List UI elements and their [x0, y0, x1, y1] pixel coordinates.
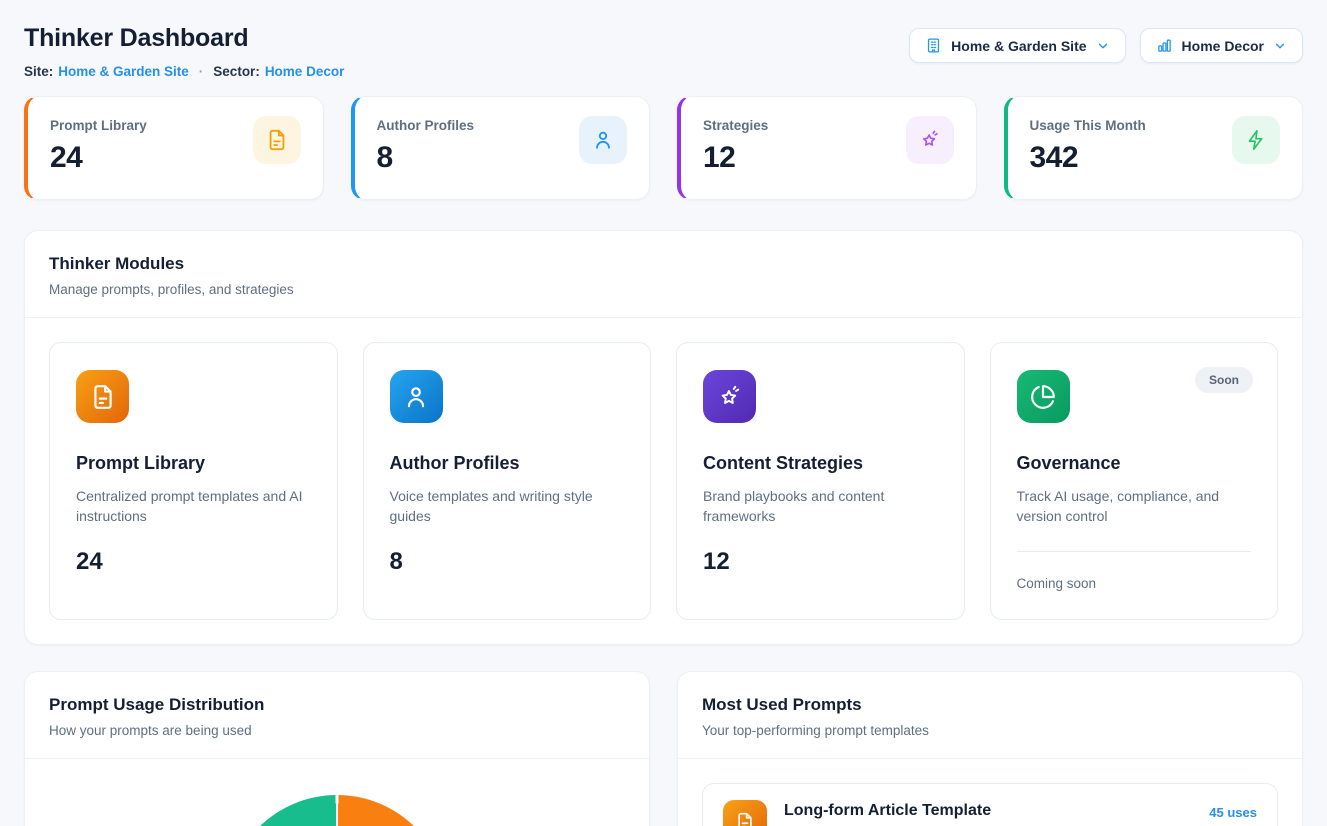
- soon-badge: Soon: [1195, 367, 1253, 393]
- site-selector-value: Home & Garden Site: [951, 37, 1087, 54]
- stat-card-prompt-library: Prompt Library 24: [24, 96, 324, 200]
- module-count: 24: [76, 547, 103, 575]
- document-icon: [76, 370, 129, 423]
- module-description: Track AI usage, compliance, and version …: [1016, 488, 1220, 525]
- modules-panel-header: Thinker Modules Manage prompts, profiles…: [25, 231, 1302, 318]
- module-title: Author Profiles: [389, 453, 520, 473]
- sparkle-star-icon: [703, 370, 756, 423]
- module-card-prompt-library[interactable]: Prompt Library Centralized prompt templa…: [49, 342, 338, 620]
- breadcrumb-separator: ·: [198, 64, 204, 79]
- prompts-panel-header: Most Used Prompts Your top-performing pr…: [678, 672, 1302, 759]
- user-icon: [579, 116, 627, 164]
- usage-distribution-panel: Prompt Usage Distribution How your promp…: [24, 670, 650, 826]
- breadcrumb: Site: Home & Garden Site · Sector: Home …: [24, 64, 344, 79]
- page-title: Thinker Dashboard: [24, 24, 249, 52]
- most-used-prompts-panel: Most Used Prompts Your top-performing pr…: [677, 670, 1303, 826]
- module-count: 12: [703, 547, 730, 575]
- module-count: 8: [389, 547, 403, 575]
- stat-value: 12: [703, 141, 736, 174]
- module-card-content-strategies[interactable]: Content Strategies Brand playbooks and c…: [676, 342, 965, 620]
- stat-label: Usage This Month: [1029, 118, 1146, 133]
- coming-soon-text: Coming soon: [1016, 575, 1097, 591]
- sector-label: Sector:: [213, 64, 260, 79]
- stat-value: 8: [376, 141, 394, 174]
- pie-chart-icon: [1016, 370, 1070, 423]
- module-description: Centralized prompt templates and AI inst…: [76, 488, 303, 525]
- stat-label: Author Profiles: [376, 118, 475, 133]
- site-link[interactable]: Home & Garden Site: [58, 64, 189, 79]
- usage-panel-subtitle: How your prompts are being used: [49, 722, 252, 738]
- module-description: Brand playbooks and content frameworks: [703, 488, 885, 525]
- stat-text: Usage This Month 342: [1030, 116, 1146, 175]
- donut-chart: 15%: [226, 794, 448, 826]
- stat-text: Author Profiles 8: [377, 116, 475, 175]
- bar-chart-icon: [1156, 37, 1173, 54]
- prompt-list-item[interactable]: Long-form Article Template Content Gener…: [702, 782, 1278, 826]
- donut-chart-area: 15%: [25, 759, 649, 826]
- module-title: Governance: [1016, 453, 1121, 473]
- module-card-author-profiles[interactable]: Author Profiles Voice templates and writ…: [362, 342, 651, 620]
- stat-card-strategies: Strategies 12: [677, 96, 977, 200]
- sector-link[interactable]: Home Decor: [264, 64, 345, 79]
- stat-card-author-profiles: Author Profiles 8: [350, 96, 650, 200]
- prompt-title: Long-form Article Template: [784, 801, 992, 819]
- stat-text: Strategies 12: [703, 116, 768, 175]
- sector-selector-value: Home Decor: [1181, 37, 1264, 54]
- prompt-info: Long-form Article Template Content Gener…: [784, 802, 1192, 826]
- document-icon: [723, 799, 767, 826]
- user-icon: [389, 370, 443, 423]
- chevron-down-icon: [1273, 39, 1287, 53]
- module-card-governance[interactable]: Soon Governance Track AI usage, complian…: [989, 342, 1278, 620]
- site-selector-dropdown[interactable]: Home & Garden Site: [909, 28, 1126, 63]
- module-divider: [1016, 550, 1251, 552]
- thinker-modules-panel: Thinker Modules Manage prompts, profiles…: [24, 230, 1303, 645]
- stats-row: Prompt Library 24 Author Profiles 8 Stra…: [24, 96, 1303, 200]
- lightning-bolt-icon: [1232, 116, 1280, 164]
- modules-grid: Prompt Library Centralized prompt templa…: [25, 318, 1302, 644]
- stat-label: Prompt Library: [50, 118, 147, 133]
- document-icon: [252, 116, 301, 164]
- stat-label: Strategies: [703, 118, 769, 133]
- prompt-list: Long-form Article Template Content Gener…: [678, 759, 1302, 826]
- stat-card-usage: Usage This Month 342: [1003, 96, 1303, 200]
- header-selectors: Home & Garden Site Home Decor: [909, 20, 1303, 63]
- top-bar: Thinker Dashboard Site: Home & Garden Si…: [24, 20, 1303, 79]
- usage-panel-title: Prompt Usage Distribution: [49, 694, 265, 714]
- module-description: Voice templates and writing style guides: [389, 488, 593, 525]
- prompts-panel-title: Most Used Prompts: [702, 694, 862, 714]
- sector-selector-dropdown[interactable]: Home Decor: [1139, 28, 1303, 63]
- stat-text: Prompt Library 24: [50, 116, 147, 175]
- module-title: Content Strategies: [703, 453, 864, 473]
- bottom-row: Prompt Usage Distribution How your promp…: [24, 670, 1303, 826]
- modules-panel-subtitle: Manage prompts, profiles, and strategies: [49, 282, 294, 297]
- heading-block: Thinker Dashboard Site: Home & Garden Si…: [24, 20, 344, 79]
- modules-panel-title: Thinker Modules: [49, 254, 185, 273]
- sparkle-star-icon: [905, 116, 954, 164]
- usage-panel-header: Prompt Usage Distribution How your promp…: [25, 672, 649, 759]
- stat-value: 342: [1029, 141, 1079, 174]
- donut-slice-label: 15%: [286, 823, 312, 826]
- stat-value: 24: [50, 141, 83, 174]
- module-title: Prompt Library: [76, 453, 206, 473]
- prompt-uses-badge: 45 uses: [1209, 804, 1257, 820]
- prompts-panel-subtitle: Your top-performing prompt templates: [702, 722, 929, 738]
- chevron-down-icon: [1096, 39, 1110, 53]
- building-icon: [925, 37, 942, 54]
- site-label: Site:: [24, 64, 54, 79]
